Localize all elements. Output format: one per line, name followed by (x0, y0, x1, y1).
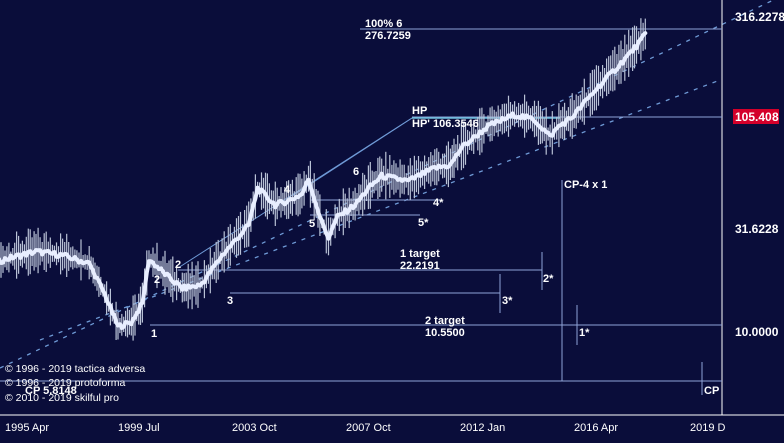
wave-5-star-label: 5* (418, 217, 429, 229)
current-price-marker: 105.40 8 (733, 109, 779, 124)
x-tick-1995: 1995 Apr (5, 422, 49, 434)
price-badge-suffix: 8 (772, 110, 779, 124)
price-badge-value: 105.40 (735, 110, 772, 124)
channel-upper-line (0, 0, 776, 369)
wave-6-label: 6 (353, 166, 359, 178)
target-2-value: 10.5500 (425, 327, 465, 339)
x-tick-2003: 2003 Oct (232, 422, 277, 434)
target-1-value: 22.2191 (400, 260, 440, 272)
fibo-value: 276.7259 (365, 30, 411, 42)
x-tick-2012: 2012 Jan (460, 422, 505, 434)
cp-end-label: CP (704, 385, 719, 397)
wave-1-star-label: 1* (579, 327, 590, 339)
hp-value-label: HP' 106.3546 (412, 118, 479, 130)
wave-4-star-label: 4* (433, 197, 444, 209)
wave-2-label: 2 (175, 259, 181, 271)
wave-2-label-a: 2 (154, 274, 160, 286)
price-bars (0, 18, 646, 341)
y-tick-10: 10.0000 (735, 325, 779, 339)
copyright-line-3: © 2010 - 2019 skilful pro (5, 392, 119, 404)
x-tick-2007: 2007 Oct (346, 422, 391, 434)
copyright-line-2: © 1996 - 2019 protoforma (5, 377, 126, 389)
channel-lower-line (39, 79, 721, 341)
x-tick-2019: 2019 D (690, 422, 726, 434)
y-tick-31: 31.6228 (735, 222, 779, 236)
cp-level-label: CP 5.8148 (25, 385, 77, 397)
fibo-label: 100% 6 (365, 18, 402, 30)
target-2-label: 2 target (425, 315, 465, 327)
x-tick-1999: 1999 Jul (118, 422, 160, 434)
wave-3-star-label: 3* (502, 295, 513, 307)
copyright-line-1: © 1996 - 2019 tactica adversa (5, 363, 145, 375)
hp-label: HP (412, 105, 427, 117)
wave-2-star-label: 2* (543, 273, 554, 285)
price-badge (733, 109, 779, 124)
y-tick-316: 316.2278 (735, 10, 784, 24)
cp-4x1-label: CP-4 x 1 (564, 179, 607, 191)
wave-1-label: 1 (151, 328, 157, 340)
wave-4-label: 4 (284, 184, 291, 196)
target-1-label: 1 target (400, 248, 440, 260)
wave-3-label: 3 (227, 295, 233, 307)
x-tick-2016: 2016 Apr (574, 422, 618, 434)
price-line (0, 31, 648, 330)
wave-5-label: 5 (309, 218, 315, 230)
